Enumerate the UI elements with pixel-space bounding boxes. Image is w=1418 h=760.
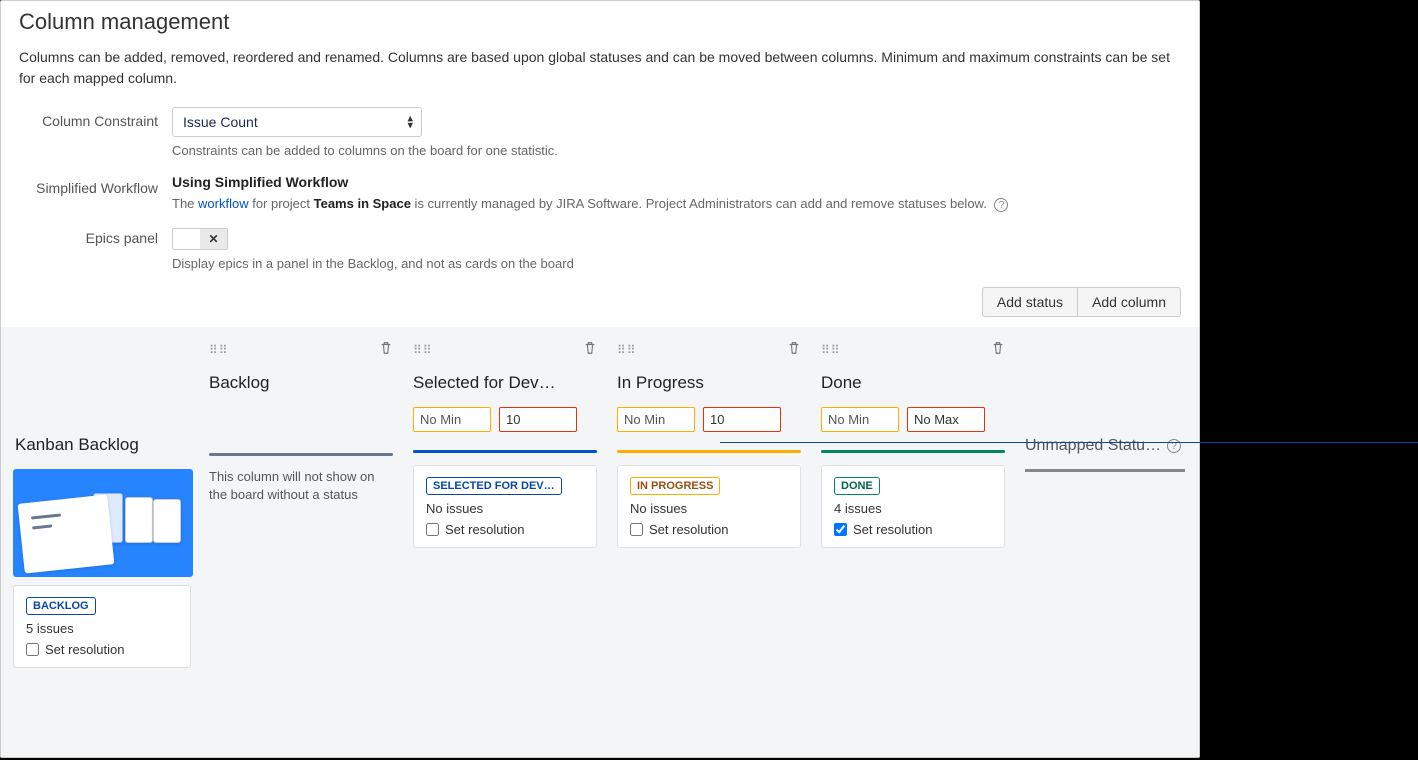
constraint-label: Column Constraint (19, 107, 172, 129)
min-constraint-input[interactable] (413, 407, 491, 432)
epics-toggle[interactable]: ✕ (172, 228, 228, 250)
trash-icon[interactable] (991, 341, 1005, 358)
close-icon: ✕ (200, 229, 227, 249)
add-column-button[interactable]: Add column (1078, 287, 1181, 317)
issues-count: No issues (630, 501, 788, 516)
columns-container: ⠿⠿ Backlog This column will not show on th… (199, 339, 1015, 737)
drag-handle-icon[interactable]: ⠿⠿ (617, 343, 637, 357)
status-card[interactable]: SELECTED FOR DEV… No issues Set resolution (413, 465, 597, 548)
constraint-row: Column Constraint Issue Count ▴▾ Constra… (19, 107, 1181, 158)
board-column: ⠿⠿ Backlog This column will not show on th… (203, 339, 399, 737)
epics-hint: Display epics in a panel in the Backlog,… (172, 256, 1181, 271)
help-icon[interactable]: ? (994, 198, 1008, 212)
trash-icon[interactable] (787, 341, 801, 358)
max-constraint-input[interactable] (703, 407, 781, 432)
backlog-status-card[interactable]: BACKLOG 5 issues Set resolution (13, 585, 191, 668)
workflow-hint: The workflow for project Teams in Space … (172, 196, 1181, 212)
help-icon[interactable]: ? (1167, 439, 1181, 453)
board-column: ⠿⠿ Selected for Dev… SELECTED FOR DEV… No i… (407, 339, 603, 737)
status-card[interactable]: IN PROGRESS No issues Set resolution (617, 465, 801, 548)
column-bar (413, 450, 597, 453)
column-title[interactable]: In Progress (617, 373, 807, 393)
drag-handle-icon[interactable]: ⠿⠿ (209, 343, 229, 357)
status-card[interactable]: DONE 4 issues Set resolution (821, 465, 1005, 548)
set-resolution-row[interactable]: Set resolution (630, 522, 788, 537)
workflow-value: Using Simplified Workflow (172, 174, 1181, 190)
min-constraint-input[interactable] (821, 407, 899, 432)
min-constraint-input[interactable] (617, 407, 695, 432)
constraint-hint: Constraints can be added to columns on t… (172, 143, 1181, 158)
column-title[interactable]: Done (821, 373, 1011, 393)
trash-icon[interactable] (379, 341, 393, 358)
max-constraint-input[interactable] (907, 407, 985, 432)
column-title[interactable]: Selected for Dev… (413, 373, 603, 393)
add-status-button[interactable]: Add status (982, 287, 1078, 317)
set-resolution-row[interactable]: Set resolution (426, 522, 584, 537)
issues-count: 5 issues (26, 621, 178, 636)
status-lozenge: IN PROGRESS (630, 477, 720, 495)
set-resolution-checkbox[interactable] (630, 523, 643, 536)
board-area: Kanban Backlog BACKLOG 5 issues Set reso… (1, 327, 1199, 757)
workflow-link[interactable]: workflow (198, 196, 249, 211)
column-title[interactable]: Backlog (209, 373, 399, 393)
column-management-panel: Column management Columns can be added, … (0, 0, 1200, 758)
issues-count: 4 issues (834, 501, 992, 516)
unmapped-column: Unmapped Statu… ? (1021, 339, 1189, 737)
set-resolution-row[interactable]: Set resolution (834, 522, 992, 537)
kanban-backlog-column: Kanban Backlog BACKLOG 5 issues Set reso… (11, 339, 193, 737)
max-constraint-input[interactable] (499, 407, 577, 432)
status-lozenge: DONE (834, 477, 880, 495)
kanban-illustration (13, 469, 193, 577)
board-column: ⠿⠿ Done DONE 4 issues Set resolution (815, 339, 1011, 737)
kanban-title: Kanban Backlog (15, 435, 193, 455)
set-resolution-checkbox[interactable] (26, 643, 39, 656)
unmapped-bar (1025, 469, 1185, 472)
page-description: Columns can be added, removed, reordered… (19, 47, 1181, 89)
epics-row: Epics panel ✕ Display epics in a panel i… (19, 228, 1181, 271)
workflow-label: Simplified Workflow (19, 174, 172, 196)
column-bar (617, 450, 801, 453)
unmapped-title: Unmapped Statu… (1025, 437, 1161, 455)
drag-handle-icon[interactable]: ⠿⠿ (413, 343, 433, 357)
trash-icon[interactable] (583, 341, 597, 358)
action-buttons: Add status Add column (1, 287, 1199, 327)
set-resolution-checkbox[interactable] (834, 523, 847, 536)
set-resolution-row[interactable]: Set resolution (26, 642, 178, 657)
epics-label: Epics panel (19, 228, 172, 246)
connector-line (720, 442, 1418, 443)
set-resolution-checkbox[interactable] (426, 523, 439, 536)
board-column: ⠿⠿ In Progress IN PROGRESS No issues Set res… (611, 339, 807, 737)
chevron-updown-icon: ▴▾ (407, 115, 413, 128)
status-lozenge-backlog: BACKLOG (26, 597, 96, 615)
column-note: This column will not show on the board w… (203, 468, 399, 504)
column-bar (821, 450, 1005, 453)
constraint-select[interactable]: Issue Count ▴▾ (172, 107, 422, 137)
workflow-row: Simplified Workflow Using Simplified Wor… (19, 174, 1181, 212)
drag-handle-icon[interactable]: ⠿⠿ (821, 343, 841, 357)
status-lozenge: SELECTED FOR DEV… (426, 477, 562, 495)
page-title: Column management (19, 9, 1181, 35)
issues-count: No issues (426, 501, 584, 516)
column-bar (209, 453, 393, 456)
constraint-value: Issue Count (183, 114, 258, 130)
